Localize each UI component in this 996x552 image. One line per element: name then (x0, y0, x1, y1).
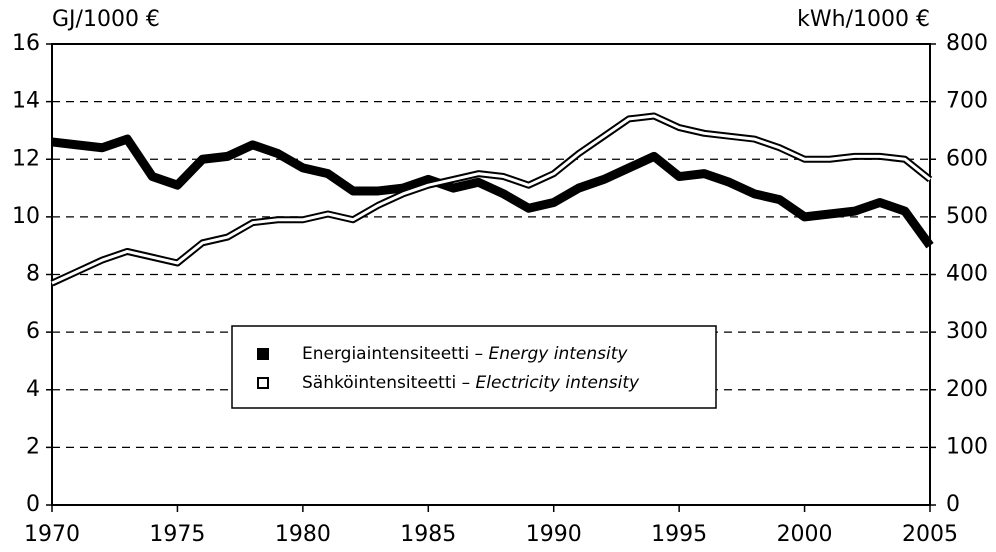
x-tick-label: 1990 (526, 522, 582, 547)
legend-swatch (257, 377, 269, 389)
y-tick-label: 6 (26, 319, 40, 344)
x-tick-label: 2005 (902, 522, 958, 547)
x-tick-label: 1970 (24, 522, 80, 547)
y2-tick-label: 400 (946, 262, 988, 287)
x-tick-label: 1980 (275, 522, 331, 547)
y2-tick-label: 200 (946, 377, 988, 402)
y-tick-label: 4 (26, 377, 40, 402)
series-line-inner (51, 114, 931, 285)
y2-tick-label: 300 (946, 319, 988, 344)
y-tick-label: 10 (12, 204, 40, 229)
y2-tick-label: 700 (946, 89, 988, 114)
x-tick-label: 1995 (651, 522, 707, 547)
y-tick-label: 0 (26, 492, 40, 517)
y-tick-label: 8 (26, 262, 40, 287)
legend-box (231, 325, 717, 409)
y-tick-label: 12 (12, 146, 40, 171)
y2-tick-label: 100 (946, 434, 988, 459)
y2-axis-label: kWh/1000 € (797, 7, 930, 32)
legend-label: Sähköintensiteetti – Electricity intensi… (302, 373, 640, 393)
legend-swatch (257, 348, 269, 360)
y-tick-label: 2 (26, 434, 40, 459)
x-tick-label: 2000 (777, 522, 833, 547)
y2-tick-label: 800 (946, 31, 988, 56)
y-tick-label: 14 (12, 89, 40, 114)
x-tick-label: 1985 (400, 522, 456, 547)
plot-frame (51, 43, 931, 506)
series-line (51, 134, 934, 249)
y2-tick-label: 500 (946, 204, 988, 229)
y2-tick-label: 600 (946, 146, 988, 171)
x-tick-label: 1975 (149, 522, 205, 547)
y-axis-label: GJ/1000 € (52, 7, 160, 32)
legend-label: Energiaintensiteetti – Energy intensity (302, 344, 628, 364)
y2-tick-label: 0 (946, 492, 960, 517)
y-tick-label: 16 (12, 31, 40, 56)
